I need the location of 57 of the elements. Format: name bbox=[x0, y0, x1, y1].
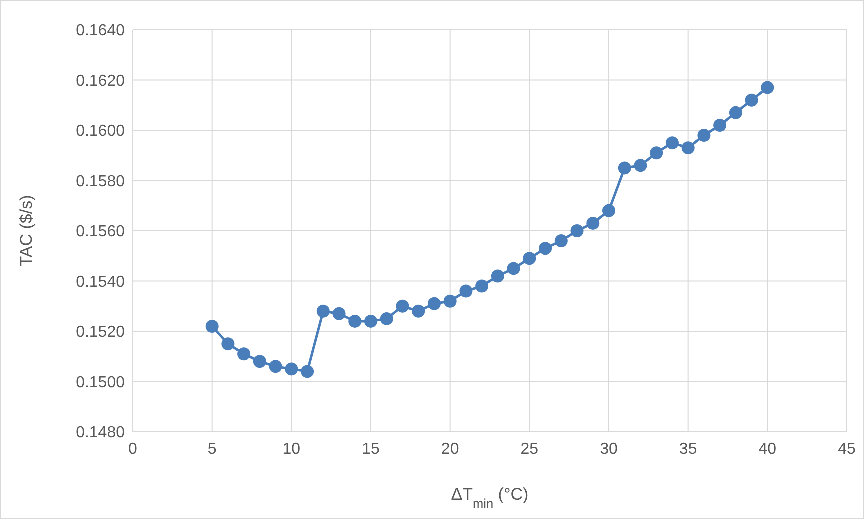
point bbox=[491, 270, 504, 283]
point bbox=[698, 129, 711, 142]
point bbox=[729, 106, 742, 120]
point bbox=[586, 216, 600, 230]
point bbox=[539, 242, 552, 256]
point bbox=[396, 300, 410, 313]
x-tick-label: 45 bbox=[838, 441, 856, 458]
point bbox=[570, 224, 584, 238]
point bbox=[222, 338, 235, 351]
point bbox=[412, 304, 426, 318]
point bbox=[714, 118, 727, 132]
y-tick-label: 0.1480 bbox=[76, 424, 126, 442]
y-tick-label: 0.1520 bbox=[76, 324, 126, 342]
x-tick-label: 25 bbox=[520, 441, 539, 458]
point bbox=[618, 162, 632, 175]
y-tick-label: 0.1580 bbox=[76, 173, 126, 190]
point bbox=[364, 314, 378, 328]
y-tick-label: 0.1600 bbox=[76, 123, 126, 140]
x-tick-label: 10 bbox=[282, 441, 301, 458]
x-tick-label: 5 bbox=[208, 441, 217, 458]
x-tick-label: 35 bbox=[679, 441, 698, 458]
point bbox=[634, 159, 648, 172]
point bbox=[745, 94, 758, 107]
point bbox=[476, 280, 489, 293]
point bbox=[269, 360, 282, 374]
point bbox=[682, 142, 695, 155]
y-tick-label: 0.1620 bbox=[76, 72, 126, 90]
y-tick-label: 0.1500 bbox=[76, 374, 126, 392]
point bbox=[507, 262, 520, 276]
x-tick-label: 0 bbox=[128, 441, 138, 458]
point bbox=[253, 355, 266, 368]
y-tick-label: 0.1640 bbox=[76, 22, 126, 40]
x-tick-label: 20 bbox=[441, 441, 460, 458]
x-tick-label: 15 bbox=[362, 441, 380, 458]
point bbox=[523, 252, 536, 266]
point bbox=[238, 348, 251, 361]
point bbox=[650, 146, 664, 160]
point bbox=[666, 136, 679, 150]
point bbox=[348, 314, 362, 328]
point bbox=[301, 365, 314, 378]
point bbox=[285, 362, 298, 376]
point bbox=[316, 304, 330, 318]
point bbox=[332, 307, 346, 320]
x-tick-label: 40 bbox=[758, 441, 777, 458]
point bbox=[428, 297, 441, 310]
point bbox=[380, 312, 394, 326]
y-axis-title: TAC ($/s) bbox=[17, 195, 36, 267]
point bbox=[554, 234, 568, 248]
point bbox=[460, 284, 473, 298]
y-tick-label: 0.1560 bbox=[76, 224, 126, 241]
x-axis-title: ΔT$_{min}$ (°C) bbox=[451, 485, 529, 510]
y-tick-label: 0.1540 bbox=[76, 274, 126, 291]
x-tick-label: 30 bbox=[600, 441, 618, 458]
point bbox=[206, 320, 219, 333]
point bbox=[602, 204, 616, 218]
point bbox=[444, 294, 457, 308]
point bbox=[761, 81, 774, 94]
